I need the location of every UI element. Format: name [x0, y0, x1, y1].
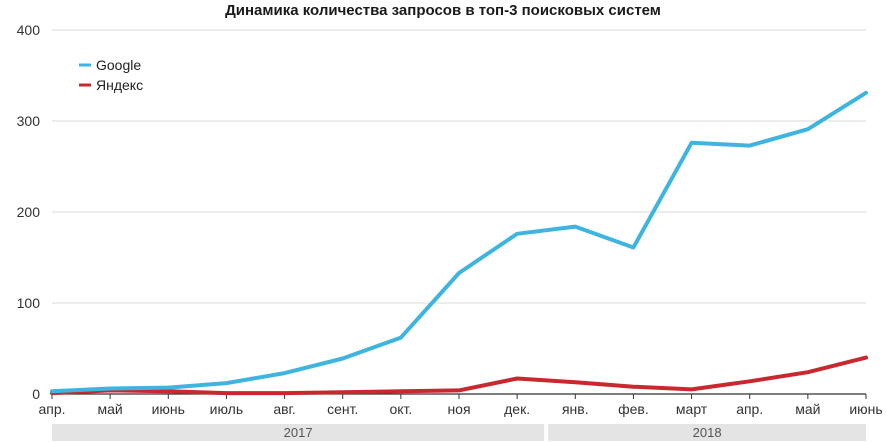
x-tick-label: апр. — [736, 401, 763, 417]
y-tick-label: 300 — [17, 113, 41, 129]
x-tick-label: янв. — [562, 401, 589, 417]
y-axis-labels: 0 100 200 300 400 — [17, 22, 41, 402]
x-tick-label: ноя — [447, 401, 470, 417]
y-tick-label: 0 — [32, 386, 40, 402]
legend-label: Яндекс — [96, 77, 143, 93]
year-label: 2018 — [693, 425, 722, 440]
year-bands: 2017 2018 — [52, 424, 866, 441]
x-tick-label: май — [795, 401, 820, 417]
x-axis-labels: апр. май июнь июль авг. сент. окт. ноя дек. янв. ф… — [38, 401, 882, 417]
year-label: 2017 — [284, 425, 313, 440]
legend: Google Яндекс — [79, 57, 143, 93]
series-line-Яндекс — [50, 355, 868, 396]
x-tick-label: июнь — [849, 401, 882, 417]
year-band — [548, 424, 866, 441]
x-tick-label: сент. — [327, 401, 358, 417]
series-lines — [50, 90, 868, 396]
series-line-Google — [50, 90, 868, 394]
year-band — [52, 424, 545, 441]
x-tick-label: март — [676, 401, 708, 417]
x-tick-label: окт. — [389, 401, 412, 417]
x-tick-label: фев. — [618, 401, 649, 417]
x-tick-label: апр. — [38, 401, 65, 417]
grid-lines — [52, 29, 866, 304]
chart-title: Динамика количества запросов в топ-3 пои… — [225, 2, 661, 19]
x-tick-label: май — [98, 401, 123, 417]
x-tick-label: июнь — [152, 401, 185, 417]
y-tick-label: 100 — [17, 295, 41, 311]
x-tick-label: авг. — [273, 401, 296, 417]
y-tick-label: 400 — [17, 22, 41, 38]
legend-label: Google — [96, 57, 141, 73]
y-tick-label: 200 — [17, 204, 41, 220]
x-axis — [51, 393, 867, 399]
x-tick-label: дек. — [504, 401, 530, 417]
x-tick-label: июль — [210, 401, 243, 417]
